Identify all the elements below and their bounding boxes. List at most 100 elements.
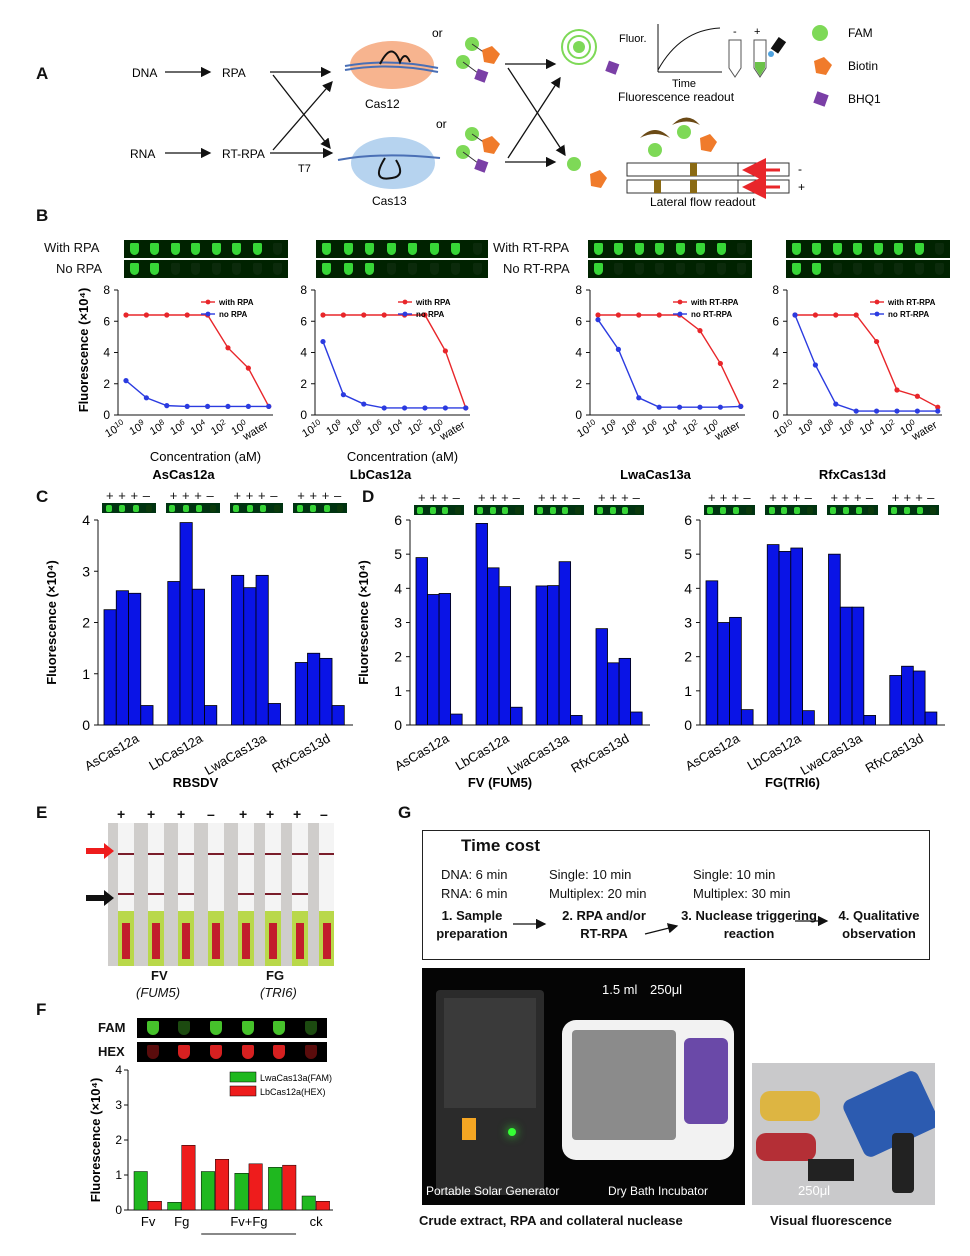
y-tick-label: 4 <box>394 580 402 596</box>
y-tick-label: 0 <box>300 408 307 422</box>
legend-fam: FAM <box>848 26 873 40</box>
multi2-text: Multiplex: 30 min <box>693 886 791 901</box>
y-axis-label: Fluorescence (×10⁴) <box>356 560 371 685</box>
tube <box>246 504 253 512</box>
tube <box>365 243 375 255</box>
y-tick-label: 5 <box>394 546 402 562</box>
data-point <box>164 312 170 318</box>
tube <box>417 506 424 514</box>
tube-strip <box>124 260 288 278</box>
y-tick-label: 2 <box>300 377 307 391</box>
data-point <box>123 378 129 384</box>
tube <box>310 504 317 512</box>
tube <box>146 1045 159 1059</box>
dna-time: DNA: 6 min <box>441 867 508 882</box>
vol-text-3: 250μl <box>798 1183 831 1198</box>
tube <box>273 504 280 512</box>
tube <box>211 243 221 255</box>
bar <box>128 592 142 726</box>
x-tick-label: 104 <box>187 417 209 438</box>
bar <box>415 557 428 726</box>
tube <box>791 243 801 255</box>
chart-title: FV (FUM5) <box>468 775 532 790</box>
bar <box>912 670 926 726</box>
tube <box>935 263 945 275</box>
tube <box>502 506 509 514</box>
data-point <box>717 360 723 367</box>
bar <box>191 588 205 726</box>
time-axis-text: Time <box>672 78 696 90</box>
y-tick-label: 4 <box>82 512 90 528</box>
tube <box>260 504 267 512</box>
panel-g-label: G <box>398 803 412 822</box>
tube <box>868 506 875 514</box>
tube <box>935 243 945 255</box>
sign-label: + <box>194 488 202 503</box>
tube <box>716 243 726 255</box>
tube <box>574 506 581 514</box>
chart-title: RBSDV <box>173 775 219 790</box>
x-tick-label: 104 <box>856 417 878 438</box>
device-photo: 1.5 ml 250μl Portable Solar Generator Dr… <box>422 968 745 1205</box>
x-tick-label: 102 <box>877 417 899 438</box>
tube <box>232 243 242 255</box>
caption-crude-extract: Crude extract, RPA and collateral nuclea… <box>419 1213 683 1228</box>
black-arrow-icon <box>86 890 114 906</box>
svg-text:+: + <box>754 26 760 38</box>
category-label: LwaCas13a <box>798 730 866 778</box>
x-tick-label: 104 <box>384 417 406 438</box>
sign-label: + <box>233 488 242 503</box>
tube <box>150 263 160 275</box>
fv-label: FV <box>151 968 168 983</box>
data-point <box>184 403 190 410</box>
bar <box>740 709 754 726</box>
test-line <box>238 893 254 895</box>
y-tick-label: 4 <box>300 346 307 360</box>
legend-label: with RT-RPA <box>690 298 739 307</box>
sign-label: + <box>609 490 618 505</box>
tube <box>903 506 910 514</box>
power-led-icon <box>508 1128 516 1136</box>
tube <box>745 506 752 514</box>
bar <box>427 594 440 726</box>
panel-d-label: D <box>362 487 375 506</box>
tube <box>119 504 126 512</box>
svg-text:+: + <box>798 180 805 194</box>
bar-LbCas12a(HEX) <box>147 1201 162 1211</box>
panel-e-label: E <box>36 803 48 822</box>
fg-label: FG <box>266 968 285 983</box>
x-tick-label: 108 <box>344 417 366 438</box>
sign-label: + <box>118 488 126 503</box>
y-axis-label: Fluorescence (×10⁴) <box>44 560 59 685</box>
sign-label: – <box>207 806 215 822</box>
legend-marker <box>874 299 880 305</box>
tube-strip <box>826 505 878 515</box>
tube-strip <box>786 240 950 258</box>
y-tick-label: 8 <box>103 283 110 297</box>
data-point <box>422 405 428 411</box>
single1-text: Single: 10 min <box>549 867 632 882</box>
data-point <box>656 404 662 410</box>
data-point <box>245 403 251 410</box>
data-point <box>164 403 170 409</box>
data-point <box>143 395 149 401</box>
y-tick-label: 6 <box>103 314 110 328</box>
step4-text: 4. Qualitative observation <box>838 908 920 941</box>
y-tick-label: 1 <box>115 1168 122 1182</box>
panel-b-label: B <box>36 206 49 225</box>
data-point <box>873 338 880 345</box>
lateral-strip <box>148 823 164 966</box>
tube <box>132 504 139 512</box>
y-tick-label: 0 <box>575 408 582 422</box>
tube <box>737 243 747 255</box>
chart-title: FG(TRI6) <box>765 775 820 790</box>
bar <box>851 606 865 726</box>
bar-LwaCas13a(FAM) <box>268 1167 283 1211</box>
sign-label: + <box>621 490 629 505</box>
tube <box>105 504 112 512</box>
bar <box>450 713 463 726</box>
legend-label: no RT-RPA <box>888 310 929 319</box>
y-tick-label: 2 <box>684 649 692 665</box>
panel-a-schematic: DNA RPA RNA RT-RPA T7 Cas12 Cas13 or or <box>130 24 881 209</box>
